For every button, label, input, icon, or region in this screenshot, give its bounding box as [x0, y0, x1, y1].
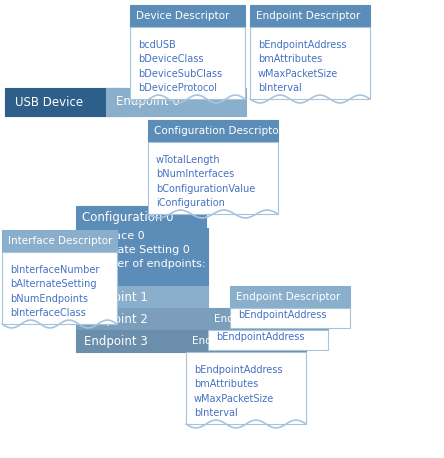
FancyBboxPatch shape	[130, 5, 245, 27]
Text: Configuration 0: Configuration 0	[82, 211, 174, 224]
Text: Interface Descriptor: Interface Descriptor	[8, 236, 112, 246]
Text: USB Device: USB Device	[15, 96, 83, 109]
FancyBboxPatch shape	[208, 330, 328, 350]
Text: Interface 0
Alternate Setting 0
Number of endpoints: 3: Interface 0 Alternate Setting 0 Number o…	[84, 230, 216, 269]
FancyBboxPatch shape	[76, 308, 208, 330]
Text: bEndpointAddress: bEndpointAddress	[216, 332, 305, 342]
FancyBboxPatch shape	[230, 308, 350, 328]
Text: Endpoint 1: Endpoint 1	[84, 290, 148, 304]
FancyBboxPatch shape	[186, 352, 306, 424]
Text: Endpoint 0: Endpoint 0	[116, 96, 180, 109]
FancyBboxPatch shape	[148, 120, 278, 142]
Text: Endpoint Descriptor: Endpoint Descriptor	[236, 292, 340, 302]
FancyBboxPatch shape	[76, 228, 208, 286]
Text: Endpoint 2: Endpoint 2	[84, 312, 148, 326]
FancyBboxPatch shape	[2, 230, 117, 252]
FancyBboxPatch shape	[2, 252, 117, 324]
FancyBboxPatch shape	[76, 286, 208, 308]
Text: bInterfaceNumber
bAlternateSetting
bNumEndpoints
bInterfaceClass: bInterfaceNumber bAlternateSetting bNumE…	[10, 265, 99, 318]
Text: Endpoint 3: Endpoint 3	[84, 334, 148, 348]
Text: Configuration Descriptor: Configuration Descriptor	[154, 126, 283, 136]
FancyBboxPatch shape	[148, 142, 278, 214]
FancyBboxPatch shape	[250, 27, 370, 99]
Text: Endpoint Descriptor: Endpoint Descriptor	[256, 11, 360, 21]
Text: wTotalLength
bNumInterfaces
bConfigurationValue
iConfiguration: wTotalLength bNumInterfaces bConfigurati…	[156, 155, 255, 208]
FancyBboxPatch shape	[76, 330, 208, 352]
Text: bcdUSB
bDeviceClass
bDeviceSubClass
bDeviceProtocol: bcdUSB bDeviceClass bDeviceSubClass bDev…	[138, 40, 222, 93]
Text: Endpoint Descriptor: Endpoint Descriptor	[192, 336, 296, 346]
FancyBboxPatch shape	[106, 88, 246, 116]
FancyBboxPatch shape	[186, 330, 306, 352]
Text: bEndpointAddress: bEndpointAddress	[238, 310, 326, 320]
FancyBboxPatch shape	[76, 206, 206, 228]
Text: Endpoint Descriptor: Endpoint Descriptor	[214, 314, 318, 324]
FancyBboxPatch shape	[250, 5, 370, 27]
FancyBboxPatch shape	[130, 27, 245, 99]
Text: Device Descriptor: Device Descriptor	[136, 11, 230, 21]
FancyBboxPatch shape	[230, 286, 350, 308]
FancyBboxPatch shape	[208, 308, 328, 330]
Text: bEndpointAddress
bmAttributes
wMaxPacketSize
bInterval: bEndpointAddress bmAttributes wMaxPacket…	[194, 365, 282, 418]
FancyBboxPatch shape	[5, 88, 125, 116]
Text: bEndpointAddress
bmAttributes
wMaxPacketSize
bInterval: bEndpointAddress bmAttributes wMaxPacket…	[258, 40, 346, 93]
